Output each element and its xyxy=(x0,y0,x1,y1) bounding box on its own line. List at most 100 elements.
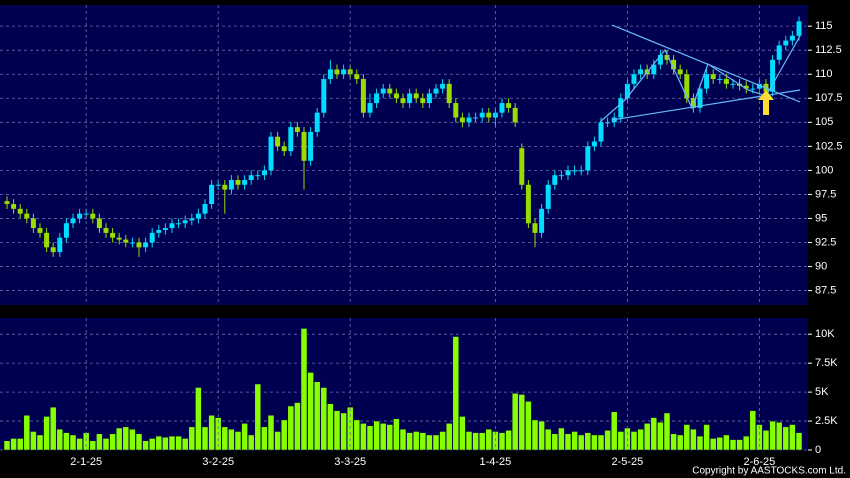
candle-body xyxy=(459,117,465,123)
candle-body xyxy=(657,55,663,65)
volume-bar xyxy=(16,438,24,451)
volume-bar xyxy=(459,416,466,451)
volume-bar xyxy=(247,434,255,451)
candle-body xyxy=(756,83,762,89)
candle-body xyxy=(605,122,611,124)
volume-bar xyxy=(313,381,321,451)
x-tick-label: 3-2-25 xyxy=(202,456,234,468)
volume-bar xyxy=(287,405,295,451)
volume-bar xyxy=(736,439,743,451)
candle-body xyxy=(512,107,518,123)
candle-body xyxy=(638,69,644,75)
y-tick-label: 5K xyxy=(815,386,829,398)
volume-bar xyxy=(426,434,433,451)
volume-bar xyxy=(564,433,572,451)
volume-bar xyxy=(201,426,209,451)
volume-bar xyxy=(63,432,70,451)
volume-bar xyxy=(472,432,479,451)
volume-bar xyxy=(10,438,17,451)
candle-body xyxy=(341,69,347,75)
volume-bar xyxy=(558,427,565,451)
volume-bar xyxy=(419,432,427,451)
candle-body xyxy=(228,180,234,190)
y-tick-label: 100 xyxy=(815,164,833,176)
candle-body xyxy=(261,170,267,176)
volume-bar xyxy=(307,372,314,451)
volume-bar xyxy=(148,438,156,451)
candle-body xyxy=(466,117,472,123)
volume-panel xyxy=(0,318,808,450)
volume-bar xyxy=(650,417,658,451)
volume-bar xyxy=(709,438,717,451)
candle-body xyxy=(440,83,446,89)
candle-body xyxy=(717,79,723,81)
volume-bar xyxy=(366,425,374,451)
volume-bar xyxy=(690,428,697,451)
candle-body xyxy=(77,213,83,219)
candle-body xyxy=(598,122,604,142)
volume-bar xyxy=(188,426,196,451)
candle-body xyxy=(360,79,366,113)
volume-bar xyxy=(789,424,796,451)
volume-bar xyxy=(221,426,229,451)
candle-body xyxy=(4,201,10,205)
volume-bar xyxy=(742,435,750,451)
volume-bar xyxy=(610,411,618,451)
candle-body xyxy=(697,88,703,108)
volume-bar xyxy=(703,424,710,451)
candle-body xyxy=(486,112,492,118)
volume-bar xyxy=(591,434,598,451)
volume-bar xyxy=(683,424,691,451)
x-tick-label: 3-3-25 xyxy=(334,456,366,468)
candle-body xyxy=(110,232,116,238)
volume-bar xyxy=(729,439,737,451)
y-tick-label: 2.5K xyxy=(815,415,838,427)
candle-body xyxy=(222,184,228,190)
volume-bar xyxy=(544,428,552,451)
candle-body xyxy=(776,45,782,60)
candle-body xyxy=(393,93,399,99)
volume-bar xyxy=(399,428,407,451)
candle-body xyxy=(136,242,142,248)
volume-bar xyxy=(300,328,308,451)
volume-bar xyxy=(445,423,453,451)
candle-body xyxy=(255,175,261,177)
volume-bar xyxy=(56,428,64,451)
volume-bar xyxy=(30,431,37,451)
candle-body xyxy=(684,74,690,99)
volume-bar xyxy=(234,431,242,451)
volume-bar xyxy=(261,426,268,451)
candle-body xyxy=(17,208,23,214)
volume-bar xyxy=(109,433,116,451)
y-tick-label: 102.5 xyxy=(815,140,843,152)
y-tick-label: 110 xyxy=(815,68,833,80)
candle-body xyxy=(354,74,360,80)
candle-body xyxy=(294,127,300,132)
plot-layer: 87.5 90 92.5 95 97.5 100 102.5 105 107.5 110 112.5… xyxy=(0,5,843,468)
candle-body xyxy=(664,55,670,60)
arrow-icon xyxy=(758,90,774,115)
volume-bar xyxy=(228,428,235,451)
volume-bar xyxy=(129,428,136,451)
volume-bar xyxy=(89,440,97,451)
candle-body xyxy=(565,170,571,176)
candle-body xyxy=(44,232,50,248)
volume-bar xyxy=(267,415,275,451)
volume-bar xyxy=(135,433,143,451)
candle-body xyxy=(539,208,545,233)
volume-bar xyxy=(518,394,526,451)
candle-body xyxy=(433,88,439,94)
candle-body xyxy=(156,230,162,233)
volume-bar xyxy=(360,423,367,451)
candle-body xyxy=(50,247,56,253)
candle-body xyxy=(149,232,155,243)
volume-bar xyxy=(795,432,803,451)
volume-bar xyxy=(716,437,724,451)
candle-body xyxy=(176,223,182,225)
y-tick-label: 92.5 xyxy=(815,236,836,248)
volume-bar xyxy=(142,440,149,451)
volume-bar xyxy=(485,428,493,451)
candle-body xyxy=(380,88,386,94)
candle-body xyxy=(413,93,419,99)
